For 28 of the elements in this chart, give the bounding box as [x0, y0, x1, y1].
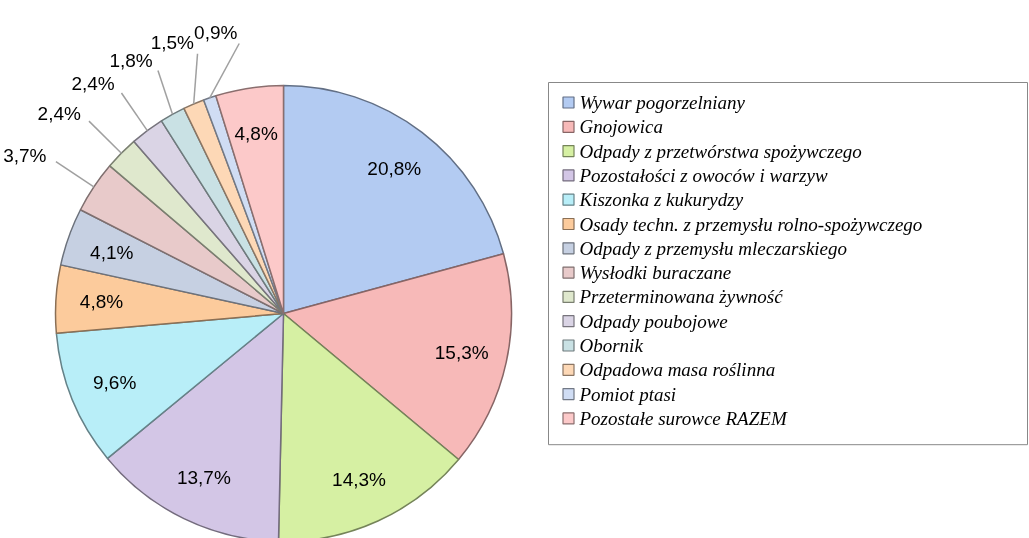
legend-label: Odpadowa masa roślinna: [579, 359, 776, 381]
data-label: 13,7%: [176, 467, 231, 489]
data-label: 3,7%: [3, 144, 47, 166]
data-label: 9,6%: [92, 371, 137, 393]
legend-label: Wywar pogorzelniany: [579, 92, 746, 113]
legend-label: Pozostałe surowce RAZEM: [578, 407, 788, 429]
legend-label: Odpady z przemysłu mleczarskiego: [579, 237, 848, 259]
data-label: 1,8%: [109, 49, 153, 71]
data-label: 4,8%: [234, 122, 278, 144]
legend-label: Kiszonka z kukurydzy: [578, 189, 744, 211]
data-label: 1,5%: [150, 32, 195, 54]
data-label: 4,8%: [79, 291, 124, 313]
data-label: 2,4%: [37, 102, 81, 124]
legend-label: Gnojowica: [579, 116, 663, 138]
data-label: 20,8%: [367, 158, 422, 180]
data-label: 2,4%: [71, 73, 115, 95]
legend-label: Pomiot ptasi: [578, 383, 677, 405]
data-label: 0,9%: [194, 21, 238, 43]
legend-label: Osady techn. z przemysłu rolno-spożywczego: [579, 213, 923, 235]
legend-label: Odpady poubojowe: [579, 310, 728, 332]
legend-label: Pozostałości z owoców i warzyw: [578, 164, 828, 186]
data-label: 14,3%: [332, 469, 387, 491]
legend-label: Obornik: [579, 335, 644, 356]
legend-label: Wysłodki buraczane: [579, 262, 732, 284]
legend-label: Przeterminowana żywność: [578, 286, 784, 308]
legend-label: Odpady z przetwórstwa spożywczego: [579, 140, 862, 162]
data-label: 4,1%: [90, 241, 134, 263]
data-label: 15,3%: [434, 341, 489, 363]
